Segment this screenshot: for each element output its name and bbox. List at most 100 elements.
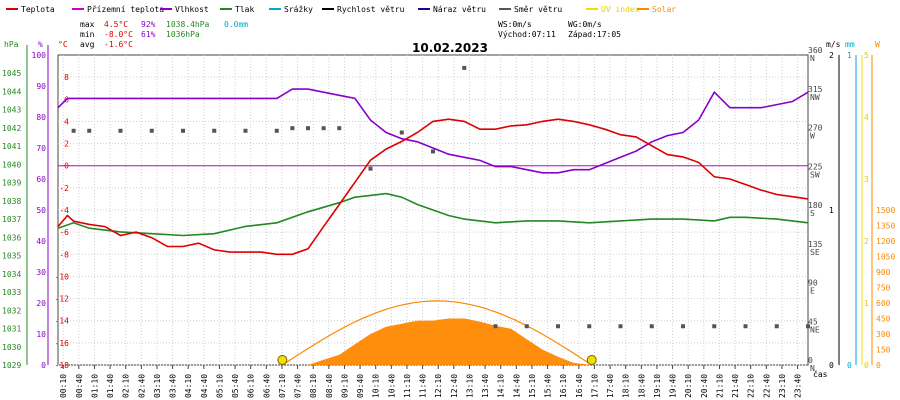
solar-tick-7: 1050 [876,253,895,262]
direction-tick-1: 45 [808,317,818,326]
x-tick-33: 16:40 [575,374,584,398]
pressure-tick-7: 1036 [2,233,21,242]
wind-direction-point-21 [649,324,654,329]
pressure-tick-6: 1035 [2,252,21,261]
solar-tick-8: 1200 [876,237,895,246]
humidity-tick-3: 30 [36,268,46,277]
direction-label-6: W [810,132,815,141]
direction-tick-8: 360 [808,46,823,55]
pressure-tick-1: 1030 [2,343,21,352]
stats-max-hum: 92% [141,20,156,29]
direction-label-4: S [810,209,815,218]
temperature-tick-7: -4 [59,206,69,215]
stats-wind-gust: WG:0m/s [568,20,602,29]
solar-tick-4: 600 [876,299,891,308]
x-tick-32: 16:10 [559,374,568,398]
pressure-tick-8: 1037 [2,215,21,224]
direction-label-2: E [810,287,815,296]
x-tick-12: 06:10 [247,374,256,398]
pressure-tick-5: 1034 [2,270,21,279]
direction-tick-2: 90 [808,279,818,288]
pressure-tick-14: 1043 [2,106,21,115]
x-tick-1: 00:40 [75,374,84,398]
temperature-tick-10: 2 [64,140,69,149]
temperature-tick-11: 4 [64,117,69,126]
temperature-tick-2: -14 [55,317,70,326]
humidity-tick-10: 100 [32,51,47,60]
solar-tick-10: 1500 [876,206,895,215]
uv-tick-0: 0 [864,361,869,370]
legend-label-1: Přízemní teplota [87,5,164,14]
wind-direction-point-1 [87,128,92,133]
solar-theoretical-curve [282,300,593,366]
wind-direction-point-11 [337,126,342,131]
wind-direction-point-14 [431,149,435,154]
stats-min-label: min [80,30,95,39]
uv-tick-1: 1 [864,299,869,308]
stats-avg-temp: -1.6°C [104,40,133,49]
x-tick-44: 22:10 [747,374,756,398]
pressure-tick-9: 1038 [2,197,21,206]
wind-direction-point-2 [118,128,123,133]
x-tick-2: 01:10 [90,374,99,398]
stats-max-press: 1038.4hPa [166,20,210,29]
wind-direction-point-26 [806,324,810,329]
wind-direction-point-4 [181,128,185,133]
uv-tick-5: 5 [864,51,869,60]
wind-tick-0: 0 [829,361,834,370]
stats-min-press: 1036hPa [166,30,200,39]
humidity-tick-8: 80 [36,113,46,122]
humidity-line [57,88,809,174]
wind-direction-point-9 [306,126,310,131]
wind-direction-point-19 [587,324,592,329]
x-tick-18: 09:10 [340,374,349,398]
pressure-tick-11: 1040 [2,160,21,169]
temperature-tick-3: -12 [55,295,70,304]
x-tick-14: 07:10 [278,374,287,398]
direction-tick-4: 180 [808,201,823,210]
temperature-tick-8: -2 [59,184,69,193]
wind-direction-point-15 [462,65,467,70]
x-tick-45: 22:40 [762,374,771,398]
x-tick-26: 13:10 [465,374,474,398]
wind-tick-1: 1 [829,206,834,215]
direction-label-5: SW [810,170,820,179]
solar-tick-2: 300 [876,330,891,339]
stats-max-label: max [80,20,95,29]
x-tick-16: 08:10 [309,374,318,398]
rain-tick-1: 1 [847,51,852,60]
x-tick-29: 14:40 [512,374,521,398]
legend-label-2: Vlhkost [175,5,209,14]
x-tick-22: 11:10 [403,374,412,398]
x-tick-6: 03:10 [153,374,162,398]
x-tick-28: 14:10 [497,374,506,398]
x-tick-3: 01:40 [106,374,115,398]
solar-tick-0: 0 [876,361,881,370]
wind-direction-point-5 [212,128,217,133]
legend-label-9: Solar [652,5,676,14]
x-tick-13: 06:40 [262,374,271,398]
stats-avg-label: avg [80,40,95,49]
humidity-axis-label: % [38,40,43,49]
x-tick-0: 00:10 [59,374,68,398]
pressure-tick-15: 1044 [2,87,21,96]
pressure-tick-16: 1045 [2,69,21,78]
wind-direction-point-16 [493,324,498,329]
wind-direction-point-18 [556,324,560,329]
chart-axes: hPa1029103010311032103310341035103610371… [2,40,895,398]
wind-direction-point-7 [274,128,279,133]
x-tick-31: 15:40 [544,374,553,398]
stats-block: max 4.5°C 92% 1038.4hPa 0.0mm min -8.0°C… [80,20,621,49]
legend-label-0: Teplota [21,5,55,14]
wind-direction-point-25 [774,324,779,329]
solar-axis-label: W [875,40,880,49]
legend-label-4: Srážky [284,5,313,14]
temperature-tick-6: -6 [59,228,69,237]
legend-label-7: Směr větru [514,5,562,14]
x-tick-27: 13:40 [481,374,490,398]
wind-direction-point-10 [321,126,326,131]
x-tick-37: 18:40 [637,374,646,398]
legend-label-6: Náraz větru [433,5,486,14]
legend-label-8: UV index [601,5,640,14]
